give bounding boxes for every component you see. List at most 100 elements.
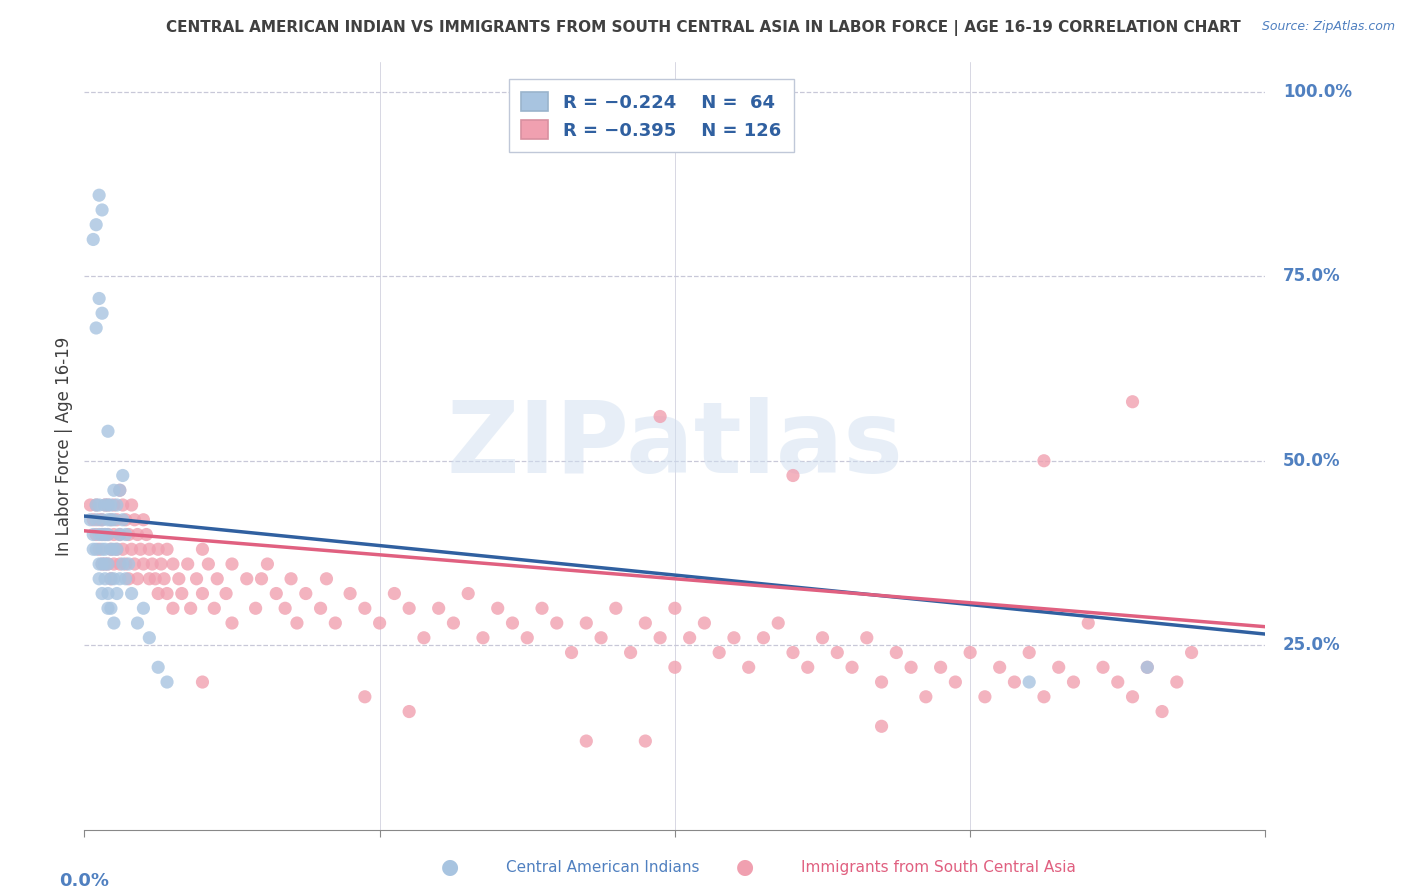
Point xyxy=(1004,675,1026,690)
Point xyxy=(91,557,114,571)
Point xyxy=(664,601,686,615)
Point xyxy=(127,615,149,630)
Point xyxy=(354,601,377,615)
Point xyxy=(114,557,136,571)
Point xyxy=(103,527,125,541)
Point xyxy=(97,527,120,541)
Point xyxy=(1033,690,1056,704)
Point xyxy=(945,675,967,690)
Point xyxy=(135,527,157,541)
Point xyxy=(91,513,114,527)
Text: ●: ● xyxy=(441,857,458,877)
Point xyxy=(91,513,114,527)
Point xyxy=(118,527,141,541)
Point xyxy=(94,527,117,541)
Point xyxy=(162,557,184,571)
Point xyxy=(91,527,114,541)
Text: 0.0%: 0.0% xyxy=(59,871,110,889)
Point xyxy=(114,527,136,541)
Point xyxy=(723,631,745,645)
Point xyxy=(1092,660,1115,674)
Point xyxy=(79,498,101,512)
Point xyxy=(97,498,120,512)
Point xyxy=(516,631,538,645)
Point xyxy=(82,232,104,246)
Point xyxy=(215,586,238,600)
Point xyxy=(180,601,202,615)
Point xyxy=(100,513,122,527)
Point xyxy=(620,646,643,660)
Point xyxy=(1136,660,1159,674)
Point xyxy=(443,615,465,630)
Point xyxy=(827,646,849,660)
Point xyxy=(1122,690,1144,704)
Point xyxy=(127,572,149,586)
Point xyxy=(132,601,155,615)
Point xyxy=(959,646,981,660)
Point xyxy=(84,498,107,512)
Point xyxy=(111,542,134,557)
Point xyxy=(84,498,107,512)
Point xyxy=(141,557,163,571)
Point xyxy=(105,498,128,512)
Point xyxy=(132,513,155,527)
Point xyxy=(207,572,229,586)
Point xyxy=(221,615,243,630)
Point xyxy=(457,586,479,600)
Point xyxy=(197,557,219,571)
Point xyxy=(634,615,657,630)
Point xyxy=(413,631,436,645)
Point xyxy=(138,631,160,645)
Point xyxy=(679,631,702,645)
Point xyxy=(111,513,134,527)
Point xyxy=(309,601,332,615)
Point xyxy=(811,631,834,645)
Point xyxy=(797,660,820,674)
Point xyxy=(84,218,107,232)
Point xyxy=(87,188,111,202)
Point xyxy=(100,601,122,615)
Text: 25.0%: 25.0% xyxy=(1284,636,1341,654)
Point xyxy=(841,660,863,674)
Point xyxy=(221,557,243,571)
Point xyxy=(245,601,267,615)
Point xyxy=(97,424,120,438)
Point xyxy=(202,601,225,615)
Point xyxy=(100,542,122,557)
Point xyxy=(100,542,122,557)
Point xyxy=(1077,615,1099,630)
Point xyxy=(886,646,908,660)
Point xyxy=(315,572,337,586)
Point xyxy=(634,734,657,748)
Point xyxy=(111,468,134,483)
Point xyxy=(100,498,122,512)
Point xyxy=(124,557,146,571)
Point xyxy=(156,586,179,600)
Text: CENTRAL AMERICAN INDIAN VS IMMIGRANTS FROM SOUTH CENTRAL ASIA IN LABOR FORCE | A: CENTRAL AMERICAN INDIAN VS IMMIGRANTS FR… xyxy=(166,20,1240,36)
Point xyxy=(156,542,179,557)
Point xyxy=(191,542,214,557)
Point xyxy=(575,734,598,748)
Point xyxy=(100,572,122,586)
Point xyxy=(114,572,136,586)
Point xyxy=(121,542,143,557)
Point xyxy=(1033,454,1056,468)
Point xyxy=(97,557,120,571)
Point xyxy=(870,719,893,733)
Point xyxy=(1018,675,1040,690)
Point xyxy=(82,513,104,527)
Point xyxy=(768,615,790,630)
Point xyxy=(108,557,131,571)
Point xyxy=(87,527,111,541)
Point xyxy=(575,615,598,630)
Point xyxy=(105,513,128,527)
Point xyxy=(84,542,107,557)
Text: Immigrants from South Central Asia: Immigrants from South Central Asia xyxy=(801,860,1077,874)
Point xyxy=(97,586,120,600)
Point xyxy=(82,527,104,541)
Text: ZIPatlas: ZIPatlas xyxy=(447,398,903,494)
Point xyxy=(103,513,125,527)
Point xyxy=(870,675,893,690)
Point xyxy=(605,601,627,615)
Point xyxy=(105,542,128,557)
